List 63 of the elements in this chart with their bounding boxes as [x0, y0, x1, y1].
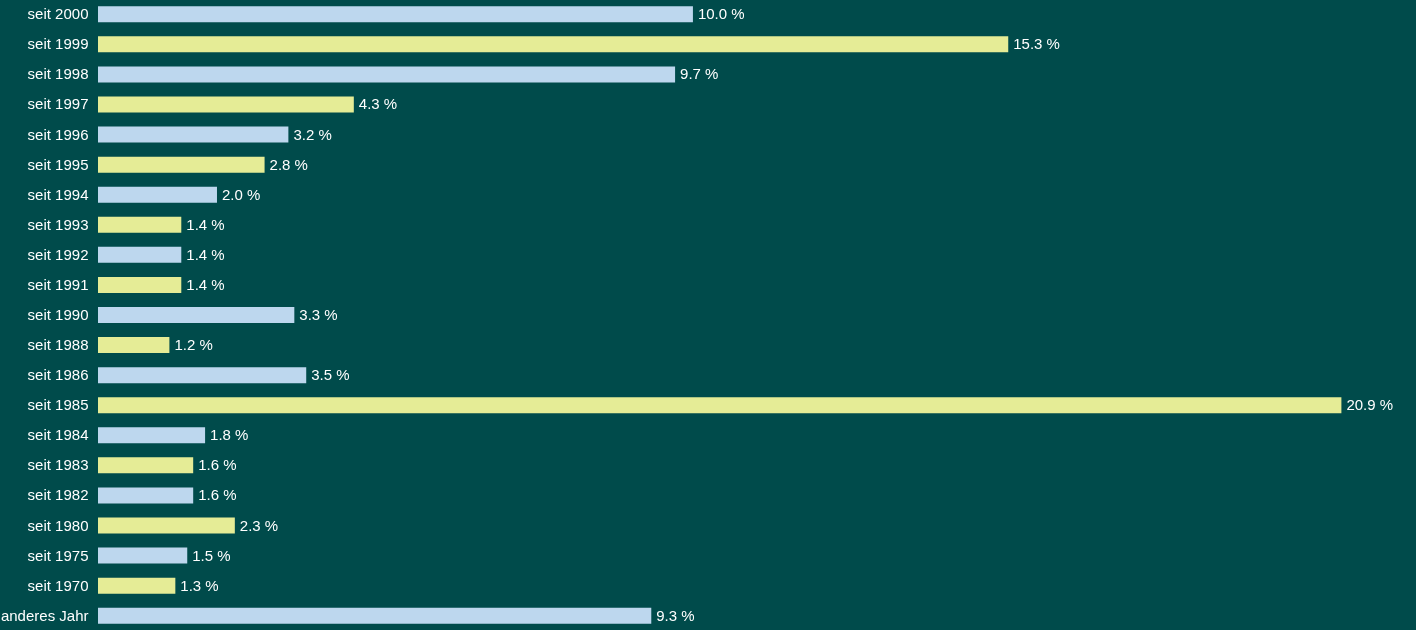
data-label: 1.3 % [180, 576, 219, 594]
bar [98, 607, 652, 624]
y-tick-label: seit 1991 [27, 275, 89, 293]
y-tick-label: seit 1975 [27, 546, 89, 564]
bar [98, 276, 182, 293]
y-tick-label: anderes Jahr [0, 606, 89, 624]
y-tick-label: seit 1990 [27, 306, 89, 323]
bar [98, 6, 693, 23]
bar [98, 66, 676, 83]
y-tick-label: seit 1997 [27, 95, 89, 113]
bar [98, 547, 188, 564]
y-tick-label: seit 2000 [27, 5, 89, 23]
bar [98, 577, 176, 594]
data-label: 3.2 % [293, 125, 332, 143]
data-label: 1.4 % [186, 215, 225, 233]
bar [98, 307, 295, 323]
data-label: 1.5 % [192, 546, 231, 564]
y-tick-label: seit 1985 [27, 396, 89, 414]
data-label: 1.6 % [198, 486, 237, 504]
y-tick-label: seit 1970 [27, 576, 89, 594]
data-label: 9.7 % [680, 65, 719, 83]
bar [98, 186, 217, 203]
data-label: 2.8 % [269, 155, 308, 173]
bar [98, 36, 1009, 53]
data-label: 1.6 % [198, 456, 237, 474]
data-label: 9.3 % [656, 606, 695, 624]
data-label: 15.3 % [1013, 35, 1060, 53]
data-label: 2.0 % [221, 185, 261, 203]
bar [98, 216, 182, 233]
data-label: 1.8 % [210, 426, 249, 444]
data-label: 3.5 % [311, 366, 350, 384]
bar [98, 156, 265, 173]
data-label: 10.0 % [697, 5, 745, 23]
y-tick-label: seit 1993 [27, 215, 89, 233]
y-tick-label: seit 1982 [27, 486, 89, 504]
bar [98, 337, 170, 354]
bar [98, 427, 206, 444]
bar [98, 397, 1342, 414]
y-tick-label: seit 1998 [27, 65, 89, 83]
data-label: 1.4 % [186, 275, 225, 293]
data-label: 4.3 % [358, 95, 398, 113]
bar [98, 367, 307, 384]
y-tick-label: seit 1980 [27, 516, 89, 534]
data-label: 3.3 % [299, 306, 338, 323]
bar [98, 96, 354, 113]
y-tick-label: seit 1988 [27, 336, 89, 354]
bar [98, 126, 289, 143]
bar [98, 246, 182, 263]
y-tick-label: seit 1983 [27, 456, 89, 474]
data-label: 20.9 % [1346, 396, 1394, 414]
y-tick-label: seit 1996 [27, 125, 89, 143]
bar [98, 517, 235, 534]
y-tick-label: seit 1984 [27, 426, 89, 444]
y-tick-label: seit 1992 [27, 245, 89, 263]
y-tick-label: seit 1986 [27, 366, 89, 384]
data-label: 1.2 % [174, 336, 213, 354]
y-tick-label: seit 1999 [27, 35, 89, 53]
bar [98, 457, 194, 474]
y-tick-label: seit 1994 [27, 185, 89, 203]
y-tick-label: seit 1995 [27, 155, 89, 173]
data-label: 2.3 % [239, 516, 279, 534]
bar [98, 487, 194, 504]
data-label: 1.4 % [186, 245, 225, 263]
